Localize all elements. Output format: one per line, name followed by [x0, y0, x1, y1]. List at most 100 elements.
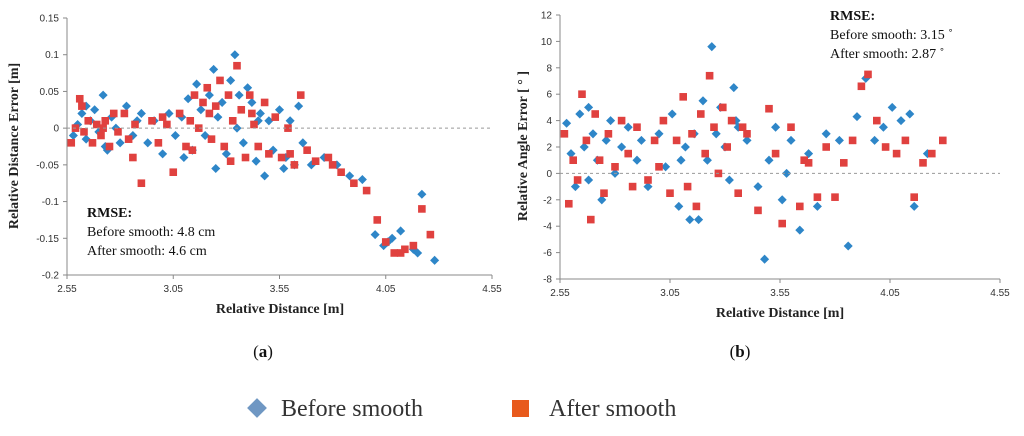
- panel-a-before-smooth-point: [298, 138, 308, 148]
- panel-b-after-smooth-point: [582, 136, 591, 145]
- panel-a-after-smooth-point: [284, 124, 292, 132]
- panel-a-y-tick-label: -0.05: [36, 160, 59, 171]
- panel-b-after-smooth-point: [822, 143, 830, 151]
- panel-a-before-smooth-point: [121, 101, 132, 111]
- panel-b-before-smooth-point: [843, 241, 853, 251]
- panel-a-after-smooth-point: [75, 94, 84, 103]
- panel-b-rmse-title: RMSE:: [830, 9, 875, 24]
- panel-b-after-smooth-point: [939, 136, 947, 145]
- panel-a-after-smooth-point: [426, 230, 435, 239]
- panel-a-before-smooth-point: [204, 90, 214, 100]
- panel-b-after-smooth-point: [919, 159, 927, 167]
- panel-b-after-smooth-point: [611, 163, 619, 171]
- panel-b-label-open: (: [730, 342, 736, 361]
- panel-a-before-smooth-point: [213, 112, 223, 122]
- panel-b-rmse-before: Before smooth: 3.15 ˚: [830, 28, 953, 43]
- panel-a-before-smooth-point: [279, 164, 289, 174]
- panel-b-x-axis-title: Relative Distance [m]: [716, 306, 844, 321]
- panel-b-before-smooth-point: [575, 109, 585, 119]
- panel-b-before-smooth-point: [852, 112, 862, 122]
- panel-a-before-smooth-point: [417, 189, 427, 199]
- panel-b-after-smooth-point: [578, 90, 586, 98]
- panel-a-x-tick-label: 3.05: [164, 284, 184, 295]
- panel-b-before-smooth-point: [812, 201, 822, 211]
- panel-b-after-smooth-point: [666, 189, 674, 197]
- panel-a-after-smooth-point: [186, 117, 195, 125]
- panel-b-before-smooth-point: [905, 109, 915, 119]
- panel-a-x-tick-label: 4.05: [376, 284, 396, 295]
- panel-a-after-smooth-point: [381, 238, 390, 246]
- panel-b-y-tick-label: -4: [543, 222, 552, 233]
- panel-b-x-tick-label: 4.05: [880, 288, 900, 299]
- panel-b-y-tick-label: -2: [543, 195, 552, 206]
- panel-a-before-smooth-point: [430, 255, 440, 265]
- panel-a-after-smooth-point: [362, 186, 371, 195]
- panel-a-after-smooth-point: [188, 146, 197, 154]
- panel-a-y-tick-label: 0: [53, 124, 59, 135]
- panel-a-after-smooth-point: [114, 128, 122, 136]
- panel-a-before-smooth-point: [200, 130, 210, 141]
- panel-b-before-smooth-point: [584, 102, 594, 112]
- panel-b-y-tick-label: 8: [546, 63, 552, 74]
- panel-b-y-axis-title: Relative Angle Error [ ° ]: [516, 71, 531, 221]
- panel-b-before-smooth-point: [795, 225, 805, 235]
- panel-a-after-smooth-point: [194, 124, 203, 132]
- panel-b-after-smooth-point: [560, 130, 569, 138]
- panel-a-before-smooth-point: [98, 90, 108, 100]
- panel-b-label-close: ): [745, 342, 751, 361]
- panel-a-after-smooth-point: [211, 102, 220, 110]
- panel-b-after-smooth-point: [881, 143, 890, 151]
- panel-a-before-smooth-point: [217, 97, 227, 107]
- panel-b-before-smooth-point: [870, 135, 880, 145]
- panel-b-before-smooth-point: [804, 149, 814, 159]
- panel-a-after-smooth-point: [303, 146, 311, 154]
- panel-a-before-smooth-point: [164, 108, 174, 118]
- panel-b-before-smooth-point: [685, 215, 695, 225]
- panel-a-after-smooth-point: [296, 91, 305, 99]
- panel-a-after-smooth-point: [203, 83, 212, 92]
- panel-b-before-smooth-point: [896, 116, 906, 126]
- panel-a-after-smooth-point: [228, 117, 237, 125]
- panel-a-after-smooth-point: [154, 139, 163, 147]
- panel-a-before-smooth-point: [77, 108, 87, 118]
- panel-a-y-tick-label: 0.15: [40, 14, 60, 25]
- panel-b-rmse-annotation: RMSE: Before smooth: 3.15 ˚ After smooth…: [830, 9, 953, 62]
- panel-b-before-smooth-point: [782, 168, 792, 178]
- panel-b-after-smooth-point: [778, 219, 786, 228]
- panel-b-after-smooth-point: [604, 130, 613, 138]
- panel-a-x-tick-label: 3.55: [270, 284, 290, 295]
- panel-b-after-smooth-point: [672, 136, 681, 145]
- panel-a-before-smooth-point: [238, 138, 248, 148]
- panel-a-after-smooth-point: [109, 109, 118, 118]
- panel-a-after-smooth-point: [254, 142, 263, 151]
- panel-a-after-smooth-point: [175, 109, 184, 118]
- panel-a-label-letter: a: [259, 342, 268, 361]
- panel-b-after-smooth-point: [804, 159, 813, 167]
- legend-after-smooth-label: After smooth: [549, 396, 676, 422]
- panel-b-label-letter: b: [735, 342, 744, 361]
- panel-b-after-smooth-point: [692, 202, 701, 211]
- panel-a-after-smooth-point: [286, 150, 294, 158]
- panel-a-after-smooth-point: [418, 205, 426, 213]
- panel-a-after-smooth-point: [241, 153, 250, 162]
- panel-a-before-smooth-point: [370, 230, 380, 240]
- panel-b-x-ticks: 2.55 3.05 3.55 4.05 4.55: [550, 279, 1010, 299]
- panel-a-before-smooth-point: [226, 75, 236, 85]
- panel-b-after-smooth-point: [754, 206, 762, 215]
- panel-b-after-smooth-point: [650, 136, 659, 145]
- panel-a-label: (a): [253, 342, 273, 361]
- panel-a-after-smooth-point: [271, 113, 280, 121]
- panel-b-after-smooth-point: [840, 159, 848, 167]
- panel-b-after-smooth-point: [857, 82, 866, 91]
- panel-b-before-smooth-point: [834, 135, 844, 145]
- panel-b-x-tick-label: 2.55: [550, 288, 570, 299]
- panel-a-before-smooth-point: [196, 105, 206, 115]
- panel-b-after-smooth-point: [727, 116, 736, 125]
- panel-a-before-smooth-point: [158, 149, 168, 159]
- panel-b-before-smooth-point: [707, 42, 717, 52]
- panel-b-after-smooth-point: [734, 189, 742, 197]
- panel-b-before-smooth-point: [676, 155, 686, 165]
- panel-a-x-tick-label: 2.55: [57, 284, 77, 295]
- panel-a-before-smooth-point: [357, 175, 367, 185]
- panel-b-y-tick-label: 12: [541, 11, 553, 22]
